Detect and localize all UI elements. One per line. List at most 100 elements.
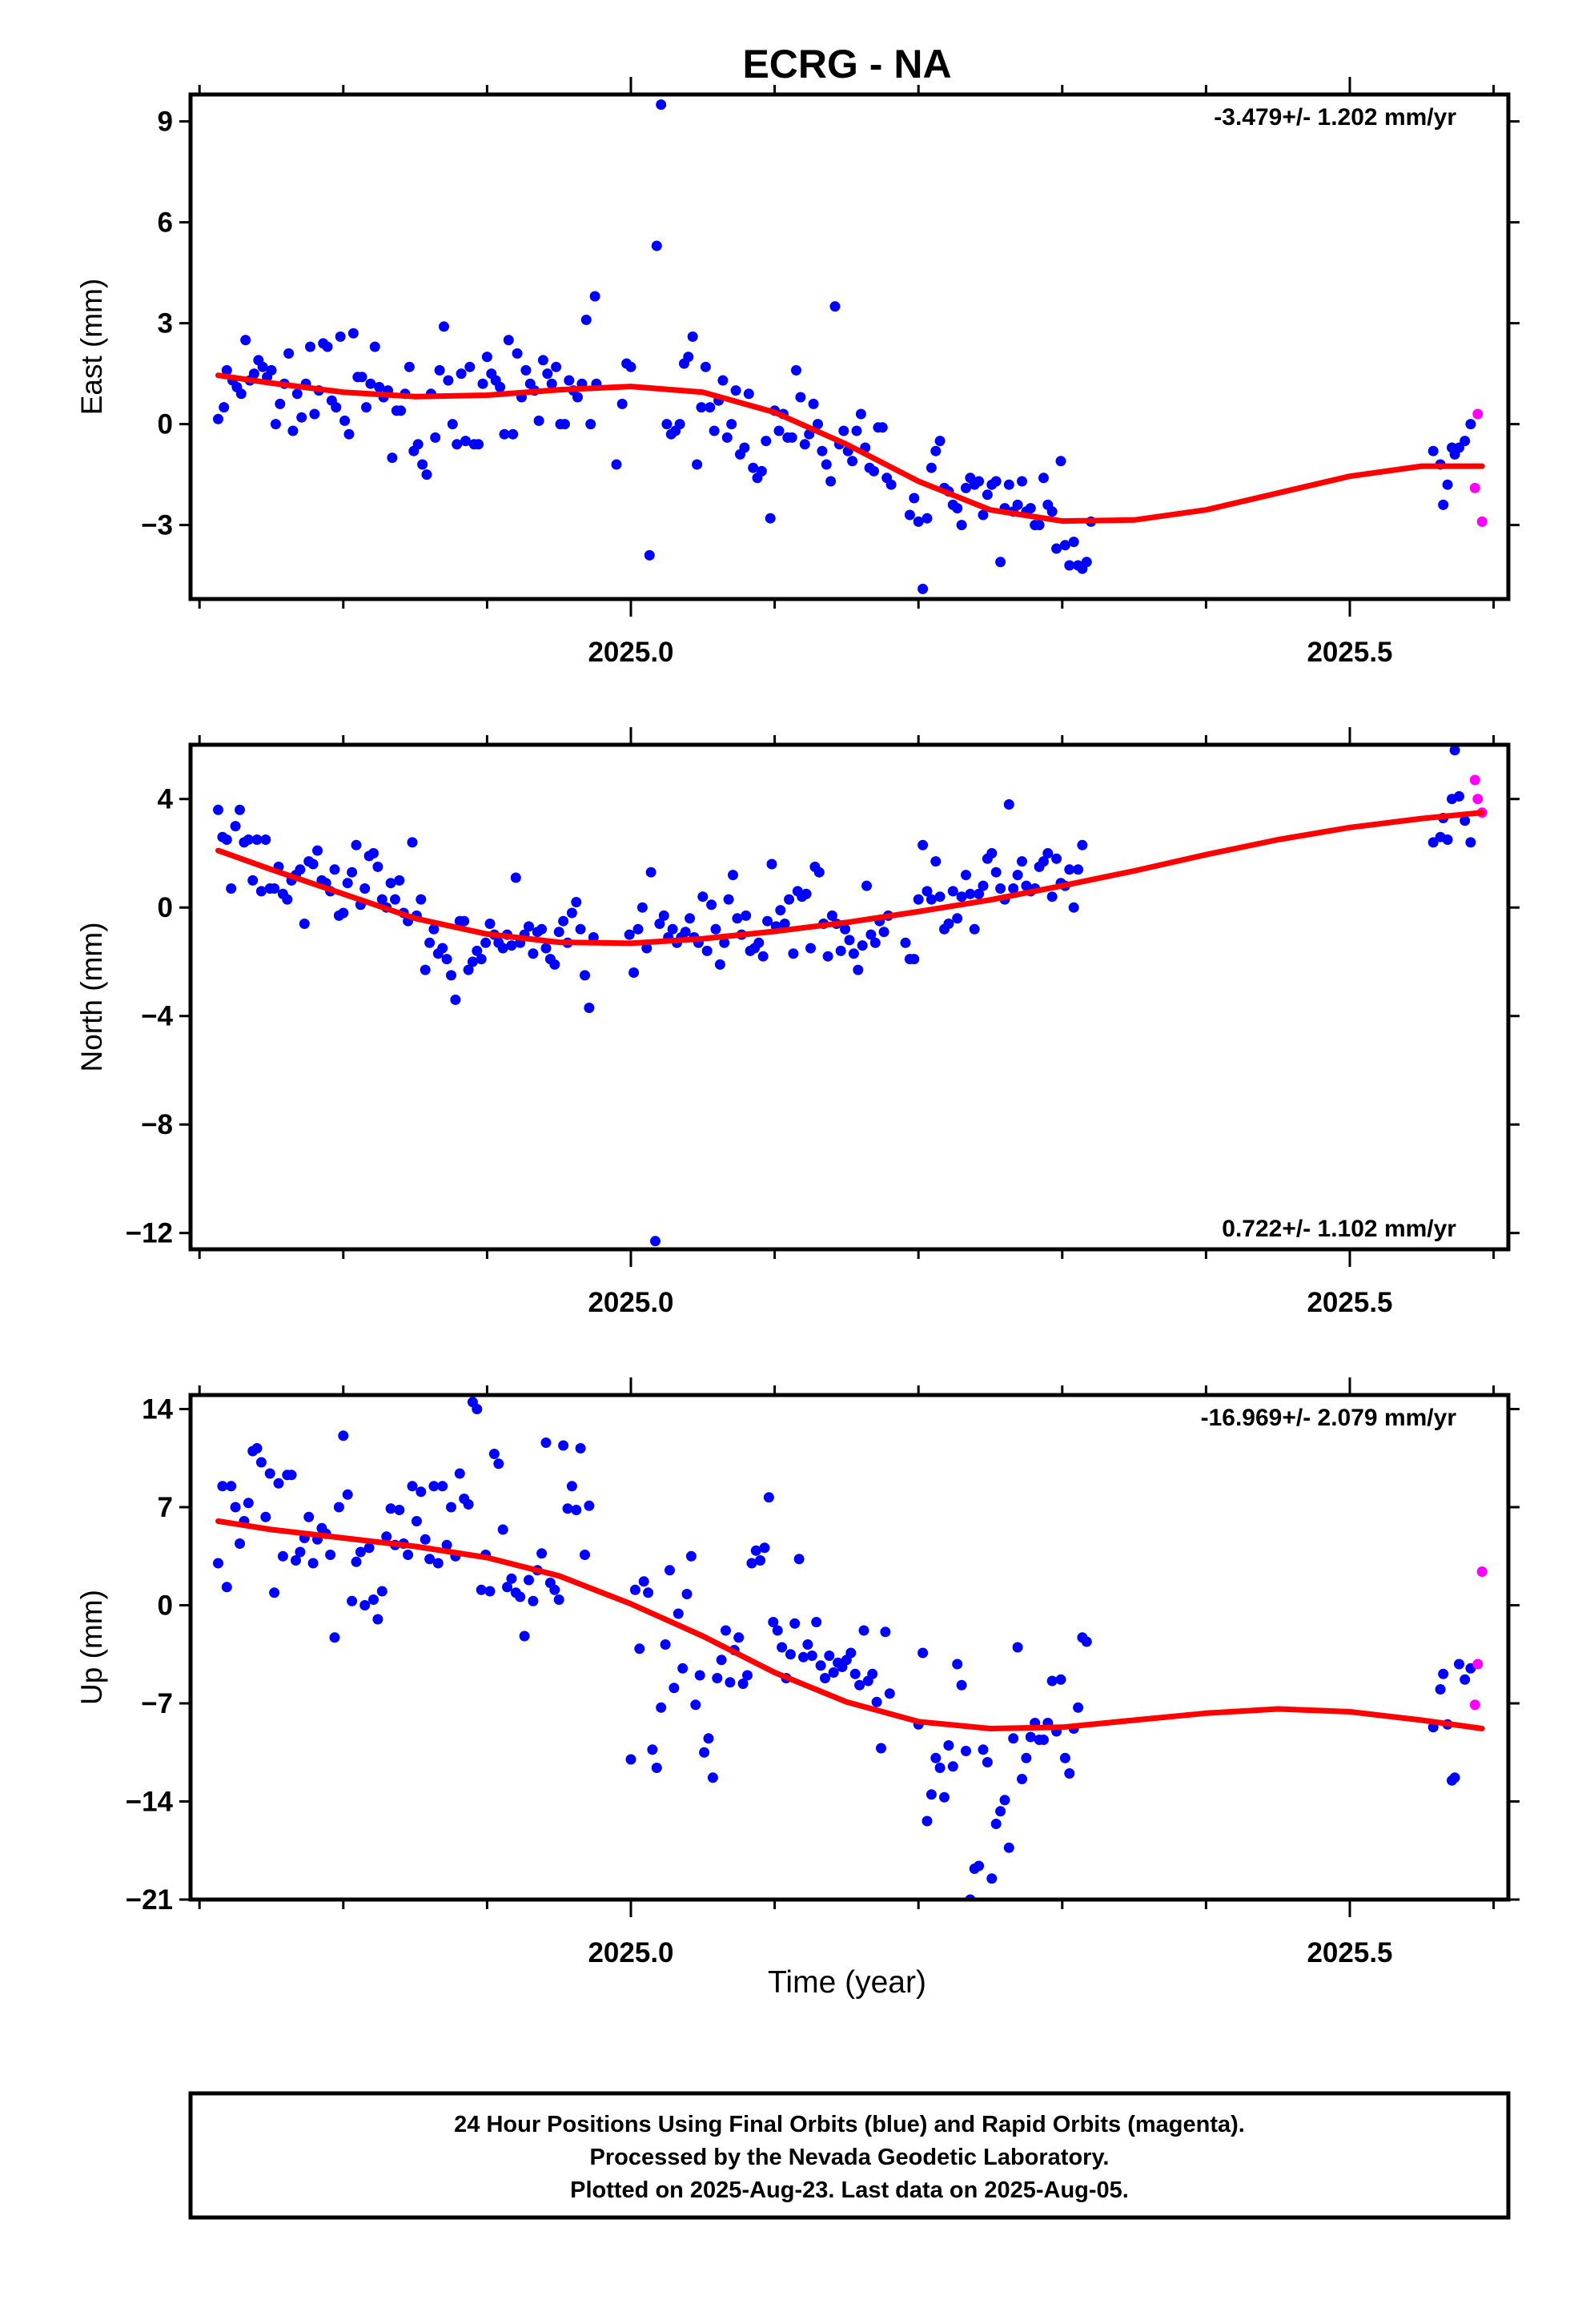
east-final-point: [952, 503, 963, 514]
east-final-point: [512, 348, 523, 359]
up-final-point: [488, 1449, 500, 1459]
up-final-point: [634, 1643, 645, 1655]
up-frame: [188, 1393, 1511, 1902]
east-final-point: [240, 335, 251, 346]
north-final-point: [757, 951, 769, 962]
up-final-point: [772, 1625, 783, 1636]
east-final-point: [520, 364, 532, 376]
north-final-point: [861, 880, 872, 891]
east-final-point: [572, 392, 583, 403]
east-final-point: [580, 314, 592, 325]
east-final-point: [1064, 560, 1075, 571]
east-final-point: [651, 240, 662, 251]
north-final-point: [840, 923, 851, 935]
east-final-point: [855, 408, 866, 420]
north-final-point: [459, 915, 470, 927]
north-final-point: [978, 880, 989, 891]
north-final-point: [235, 804, 245, 815]
north-final-point: [741, 910, 752, 921]
up-final-point: [690, 1699, 701, 1711]
north-final-point: [723, 894, 734, 905]
east-final-point: [456, 368, 467, 380]
east-final-point: [739, 442, 750, 453]
east-final-point: [656, 99, 667, 111]
east-final-point: [213, 413, 223, 424]
east-final-point: [700, 361, 711, 372]
east-final-point: [974, 476, 985, 487]
east-final-point: [1059, 540, 1070, 551]
north-final-point: [359, 883, 371, 894]
east-final-point: [296, 412, 307, 423]
east-y-tick-label: −3: [141, 510, 173, 541]
north-final-point: [463, 964, 474, 975]
up-final-point: [974, 1860, 985, 1872]
east-final-point: [791, 364, 801, 376]
up-final-point: [849, 1668, 861, 1679]
east-final-point: [219, 402, 230, 413]
north-final-point: [420, 964, 431, 975]
north-final-point: [385, 878, 396, 889]
caption-line-2: Processed by the Nevada Geodetic Laborat…: [590, 2145, 1110, 2170]
up-final-point: [411, 1516, 422, 1526]
north-final-point: [641, 943, 652, 954]
up-final-point: [763, 1492, 774, 1503]
up-final-point: [269, 1587, 280, 1598]
up-x-tick-label: 2025.0: [588, 1937, 673, 1968]
up-final-point: [956, 1679, 967, 1691]
east-final-point: [343, 428, 355, 440]
north-final-point: [947, 886, 958, 897]
up-final-point: [982, 1757, 993, 1767]
up-final-point: [359, 1600, 371, 1610]
up-final-point: [424, 1554, 436, 1565]
north-y-tick-label: 0: [158, 892, 173, 923]
north-final-point: [390, 894, 400, 905]
up-final-point: [291, 1555, 301, 1566]
up-y-tick-label: 14: [142, 1394, 173, 1425]
north-final-point: [282, 894, 293, 905]
east-final-point: [961, 482, 971, 493]
up-final-point: [884, 1688, 895, 1699]
east-final-point: [851, 425, 862, 436]
caption-line-3: Plotted on 2025-Aug-23. Last data on 202…: [570, 2177, 1129, 2203]
up-final-point: [571, 1505, 582, 1515]
up-final-point: [1021, 1752, 1032, 1763]
east-final-point: [1055, 456, 1066, 467]
east-final-point: [877, 422, 888, 433]
north-final-point: [1012, 870, 1023, 881]
up-final-point: [733, 1632, 745, 1643]
north-final-point: [844, 935, 855, 946]
up-final-point: [665, 1565, 675, 1576]
north-final-point: [961, 870, 971, 881]
east-final-point: [309, 408, 320, 420]
up-final-point: [737, 1679, 749, 1689]
up-final-point: [995, 1806, 1006, 1817]
east-final-point: [464, 361, 476, 372]
up-rapid-point: [1472, 1659, 1484, 1670]
up-final-point: [1059, 1752, 1070, 1763]
east-final-point: [499, 428, 510, 440]
up-final-point: [1449, 1772, 1460, 1783]
up-final-point: [768, 1617, 779, 1627]
up-final-point: [999, 1795, 1010, 1806]
up-final-point: [798, 1651, 809, 1663]
up-final-point: [376, 1586, 387, 1597]
up-final-point: [1012, 1642, 1023, 1653]
up-final-point: [325, 1550, 336, 1560]
north-final-point: [342, 878, 353, 889]
north-panel: −12 −8 −4 0 4 2025.0 2025.5 North (mm) 0.722+/- …: [75, 727, 1520, 1318]
east-final-point: [339, 415, 351, 426]
up-final-point: [549, 1584, 560, 1595]
north-final-point: [1017, 856, 1027, 867]
up-final-point: [454, 1468, 465, 1479]
east-final-point: [687, 331, 698, 342]
north-final-point: [580, 970, 590, 981]
north-final-point: [472, 945, 483, 956]
north-final-point: [1008, 883, 1019, 894]
east-final-point: [443, 375, 454, 386]
east-final-point: [447, 419, 458, 430]
north-x-tick-label: 2025.0: [588, 1287, 673, 1318]
east-final-point: [421, 469, 432, 480]
north-final-point: [878, 927, 889, 938]
north-final-point: [762, 915, 773, 927]
east-final-point: [221, 364, 232, 376]
